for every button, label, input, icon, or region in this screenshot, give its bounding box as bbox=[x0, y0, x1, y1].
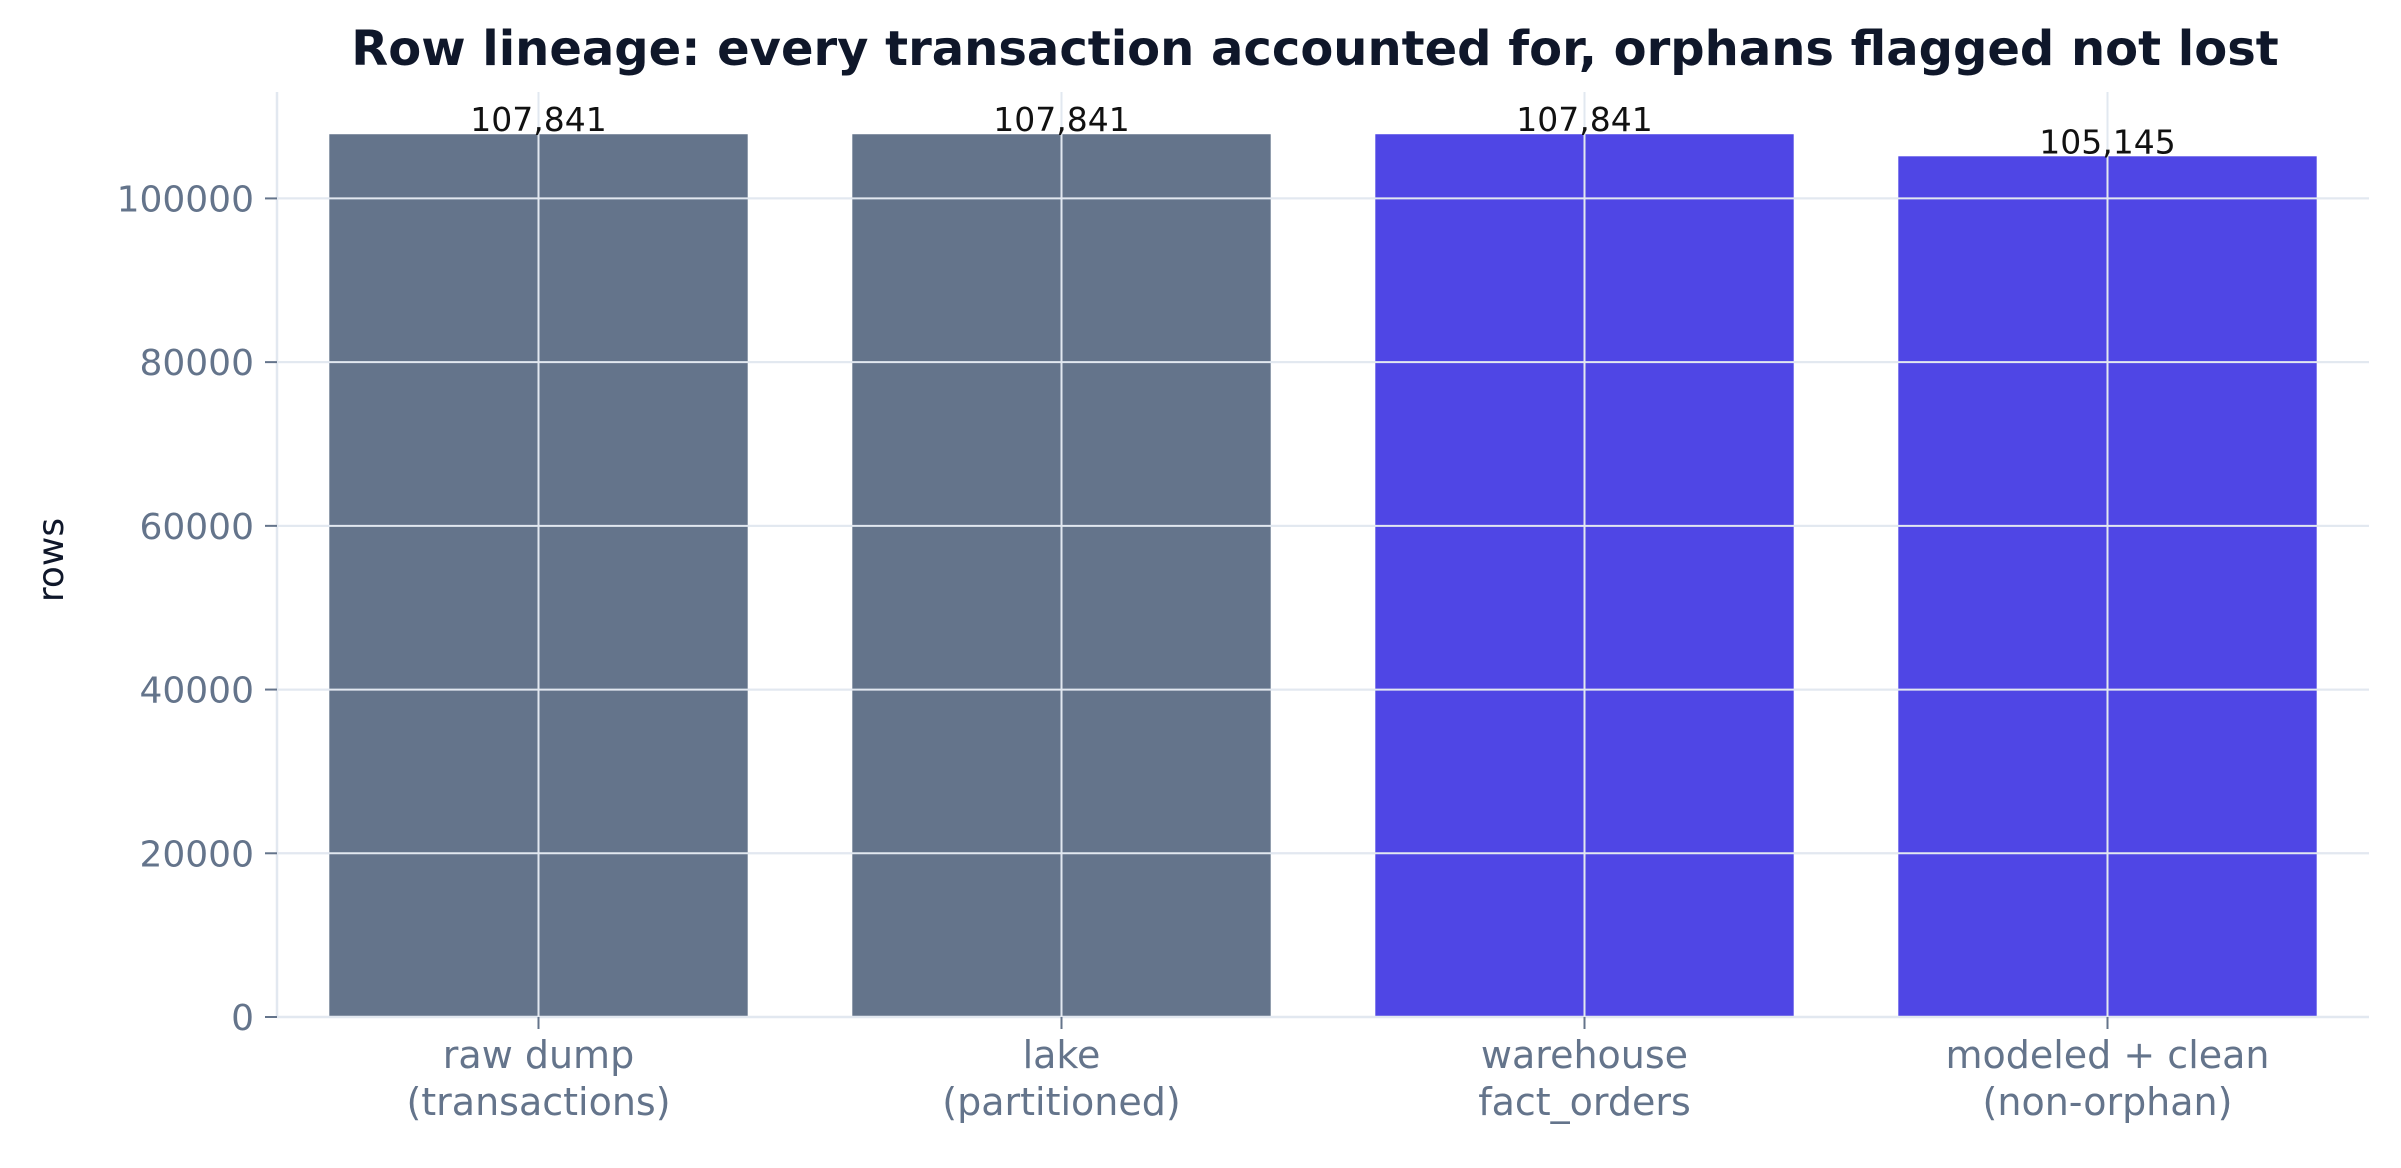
data-labels: 107,841 107,841 107,841 105,145 bbox=[470, 100, 2175, 161]
bar-value-label: 107,841 bbox=[470, 100, 606, 139]
y-axis-label: rows bbox=[31, 518, 72, 602]
x-tick-label: lake (partitioned) bbox=[942, 1033, 1180, 1124]
axes bbox=[275, 92, 2369, 1019]
y-tick-label: 40000 bbox=[139, 671, 254, 712]
y-tick-label: 60000 bbox=[139, 507, 254, 548]
x-tick-label: modeled + clean (non-orphan) bbox=[1945, 1033, 2269, 1124]
bars bbox=[329, 134, 2317, 1017]
y-tick-label: 20000 bbox=[139, 834, 254, 875]
x-axis-ticks: raw dump (transactions) lake (partitioned) w… bbox=[406, 1017, 2270, 1124]
y-tick-label: 80000 bbox=[139, 343, 254, 384]
y-axis-ticks: 0 20000 40000 60000 80000 100000 bbox=[117, 179, 277, 1039]
chart-title: Row lineage: every transaction accounted… bbox=[351, 21, 2278, 77]
x-tick-label: raw dump (transactions) bbox=[406, 1033, 670, 1124]
bar-value-label: 107,841 bbox=[993, 100, 1129, 139]
y-tick-label: 100000 bbox=[117, 179, 254, 220]
x-tick-label: warehouse fact_orders bbox=[1478, 1033, 1691, 1124]
bar-value-label: 105,145 bbox=[2039, 122, 2175, 161]
bar-value-label: 107,841 bbox=[1516, 100, 1652, 139]
vertical-gridlines bbox=[277, 92, 2369, 1017]
y-tick-label: 0 bbox=[231, 998, 254, 1039]
